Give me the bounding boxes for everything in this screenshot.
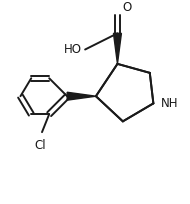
Text: O: O bbox=[122, 1, 131, 14]
Text: NH: NH bbox=[161, 97, 178, 110]
Polygon shape bbox=[67, 92, 96, 100]
Text: HO: HO bbox=[63, 43, 82, 56]
Text: Cl: Cl bbox=[34, 139, 46, 152]
Polygon shape bbox=[113, 33, 121, 64]
